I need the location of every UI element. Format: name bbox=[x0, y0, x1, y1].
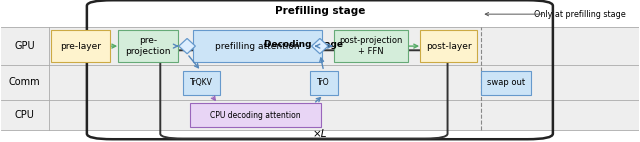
Text: GPU: GPU bbox=[14, 41, 35, 51]
Text: Comm: Comm bbox=[9, 77, 40, 87]
FancyBboxPatch shape bbox=[118, 30, 178, 62]
Text: post-projection
+ FFN: post-projection + FFN bbox=[339, 36, 403, 56]
Polygon shape bbox=[179, 38, 195, 54]
Bar bbox=[1, 27, 639, 65]
FancyBboxPatch shape bbox=[193, 30, 322, 62]
Polygon shape bbox=[312, 38, 328, 54]
Text: swap out: swap out bbox=[486, 78, 525, 87]
FancyBboxPatch shape bbox=[481, 71, 531, 95]
FancyBboxPatch shape bbox=[190, 103, 321, 127]
FancyBboxPatch shape bbox=[51, 30, 111, 62]
Text: Decoding stage: Decoding stage bbox=[264, 40, 344, 49]
Text: CPU: CPU bbox=[15, 110, 35, 120]
Bar bbox=[1, 65, 639, 100]
Text: CPU decoding attention: CPU decoding attention bbox=[210, 111, 301, 120]
Text: post-layer: post-layer bbox=[426, 42, 471, 51]
Text: Prefilling stage: Prefilling stage bbox=[275, 6, 365, 16]
Text: pre-layer: pre-layer bbox=[60, 42, 101, 51]
FancyBboxPatch shape bbox=[334, 30, 408, 62]
FancyBboxPatch shape bbox=[310, 71, 338, 95]
Text: pre-
projection: pre- projection bbox=[125, 36, 171, 56]
FancyBboxPatch shape bbox=[182, 71, 220, 95]
Text: Only at prefilling stage: Only at prefilling stage bbox=[534, 10, 626, 19]
Text: TrO: TrO bbox=[317, 78, 330, 87]
Text: TrQKV: TrQKV bbox=[189, 78, 212, 87]
FancyBboxPatch shape bbox=[420, 30, 477, 62]
Text: ×L: ×L bbox=[312, 129, 327, 139]
Text: prefilling attention: prefilling attention bbox=[215, 42, 300, 51]
Bar bbox=[1, 100, 639, 130]
